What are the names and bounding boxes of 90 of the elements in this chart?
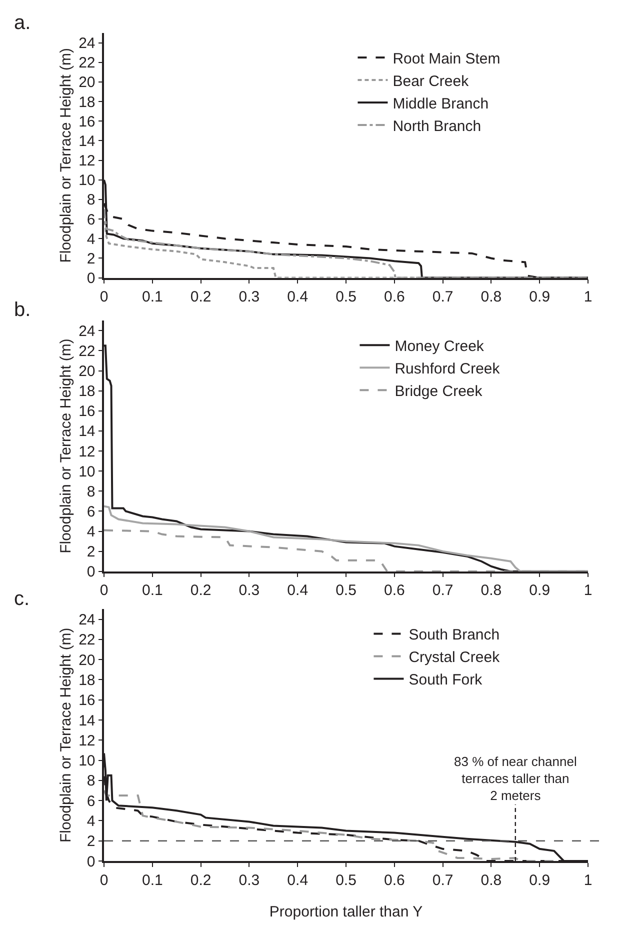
x-tick-label: 0.9 <box>529 288 550 306</box>
y-tick-label: 20 <box>78 363 96 380</box>
x-tick-label: 0.2 <box>190 872 212 889</box>
y-tick-label: 6 <box>86 503 96 520</box>
x-tick-label: 0.8 <box>480 288 502 306</box>
y-tick-label: 0 <box>86 270 96 288</box>
legend-label: South Branch <box>408 626 500 644</box>
x-tick-label: 0.4 <box>287 582 308 600</box>
x-tick-label: 0.5 <box>336 872 356 889</box>
legend-label: Bear Creek <box>392 72 470 90</box>
y-axis-title: Floodplain or Terrace Height (m) <box>57 48 74 263</box>
x-tick-label: 1 <box>584 872 592 889</box>
y-tick-label: 8 <box>86 192 96 209</box>
y-tick-label: 8 <box>86 483 96 500</box>
y-tick-label: 24 <box>78 322 96 340</box>
y-tick-label: 22 <box>78 54 96 72</box>
x-tick-label: 0.2 <box>190 288 212 306</box>
y-tick-label: 18 <box>78 672 96 689</box>
x-tick-label: 0.8 <box>480 582 502 600</box>
x-axis-title: Proportion taller than Y <box>269 903 423 920</box>
y-axis-title: Floodplain or Terrace Height (m) <box>57 628 74 843</box>
y-tick-label: 20 <box>78 652 96 669</box>
y-tick-label: 4 <box>86 812 96 830</box>
y-tick-label: 14 <box>78 712 96 730</box>
legend-label: Money Creek <box>394 338 484 356</box>
chart-title: b. <box>14 299 31 321</box>
y-tick-label: 10 <box>78 463 96 480</box>
y-tick-label: 0 <box>86 564 96 581</box>
x-tick-label: 0.3 <box>238 288 260 306</box>
y-axis-title: Floodplain or Terrace Height (m) <box>57 338 74 554</box>
y-tick-label: 18 <box>78 94 96 111</box>
chart-title: a. <box>14 12 31 34</box>
y-tick-label: 22 <box>78 632 96 649</box>
x-tick-label: 0.3 <box>238 872 260 889</box>
y-tick-label: 16 <box>78 113 96 130</box>
x-tick-label: 0.4 <box>287 872 308 889</box>
y-tick-label: 2 <box>86 544 96 561</box>
y-tick-label: 8 <box>86 772 96 790</box>
legend-label: Root Main Stem <box>392 50 500 68</box>
y-tick-label: 12 <box>78 443 96 460</box>
x-tick-label: 0.7 <box>432 582 454 600</box>
x-tick-label: 0.7 <box>432 872 454 889</box>
x-tick-label: 0.3 <box>238 582 260 600</box>
y-tick-label: 0 <box>86 853 96 870</box>
y-tick-label: 2 <box>86 250 96 268</box>
x-tick-label: 0 <box>100 582 108 600</box>
x-tick-label: 0.1 <box>142 872 163 889</box>
legend-label: Crystal Creek <box>408 649 500 666</box>
x-tick-label: 0.5 <box>336 582 356 600</box>
y-tick-label: 14 <box>78 423 96 440</box>
y-tick-label: 24 <box>78 35 96 52</box>
x-tick-label: 1 <box>584 288 592 306</box>
x-tick-label: 0.4 <box>287 288 308 306</box>
x-tick-label: 0.6 <box>384 582 405 600</box>
x-tick-label: 0 <box>100 288 108 306</box>
x-tick-label: 0.6 <box>384 288 405 306</box>
x-tick-label: 0.7 <box>432 288 454 306</box>
y-tick-label: 12 <box>78 152 96 170</box>
y-tick-label: 16 <box>78 692 96 710</box>
legend-label: Middle Branch <box>392 95 489 112</box>
y-tick-label: 10 <box>78 752 96 770</box>
x-tick-label: 0.2 <box>190 582 212 600</box>
x-tick-label: 0.5 <box>336 288 356 306</box>
x-tick-label: 0.6 <box>384 872 405 889</box>
y-tick-label: 6 <box>86 211 96 228</box>
x-tick-label: 0.1 <box>142 582 163 600</box>
y-tick-label: 4 <box>86 524 96 541</box>
y-tick-label: 22 <box>78 342 96 360</box>
y-tick-label: 4 <box>86 230 96 248</box>
y-tick-label: 10 <box>78 172 96 190</box>
y-tick-label: 24 <box>78 612 96 629</box>
x-tick-label: 1 <box>584 582 592 600</box>
y-tick-label: 6 <box>86 792 96 810</box>
chart-title: c. <box>14 588 30 610</box>
y-tick-label: 18 <box>78 383 96 400</box>
y-tick-label: 20 <box>78 74 96 92</box>
x-tick-label: 0.8 <box>480 872 502 889</box>
x-tick-label: 0.1 <box>142 288 163 306</box>
y-tick-label: 16 <box>78 403 96 420</box>
y-tick-label: 14 <box>78 132 96 150</box>
legend-label: Rushford Creek <box>394 360 500 378</box>
x-tick-label: 0.9 <box>529 872 550 889</box>
legend-label: North Branch <box>392 118 482 135</box>
legend-label: South Fork <box>408 672 483 689</box>
legend-label: Bridge Creek <box>394 383 483 400</box>
ref-line-label: 83 % of near channel terraces taller than 2 meters <box>454 754 577 803</box>
x-tick-label: 0 <box>100 872 108 889</box>
y-tick-label: 2 <box>86 833 96 850</box>
x-tick-label: 0.9 <box>529 582 550 600</box>
y-tick-label: 12 <box>78 732 96 750</box>
